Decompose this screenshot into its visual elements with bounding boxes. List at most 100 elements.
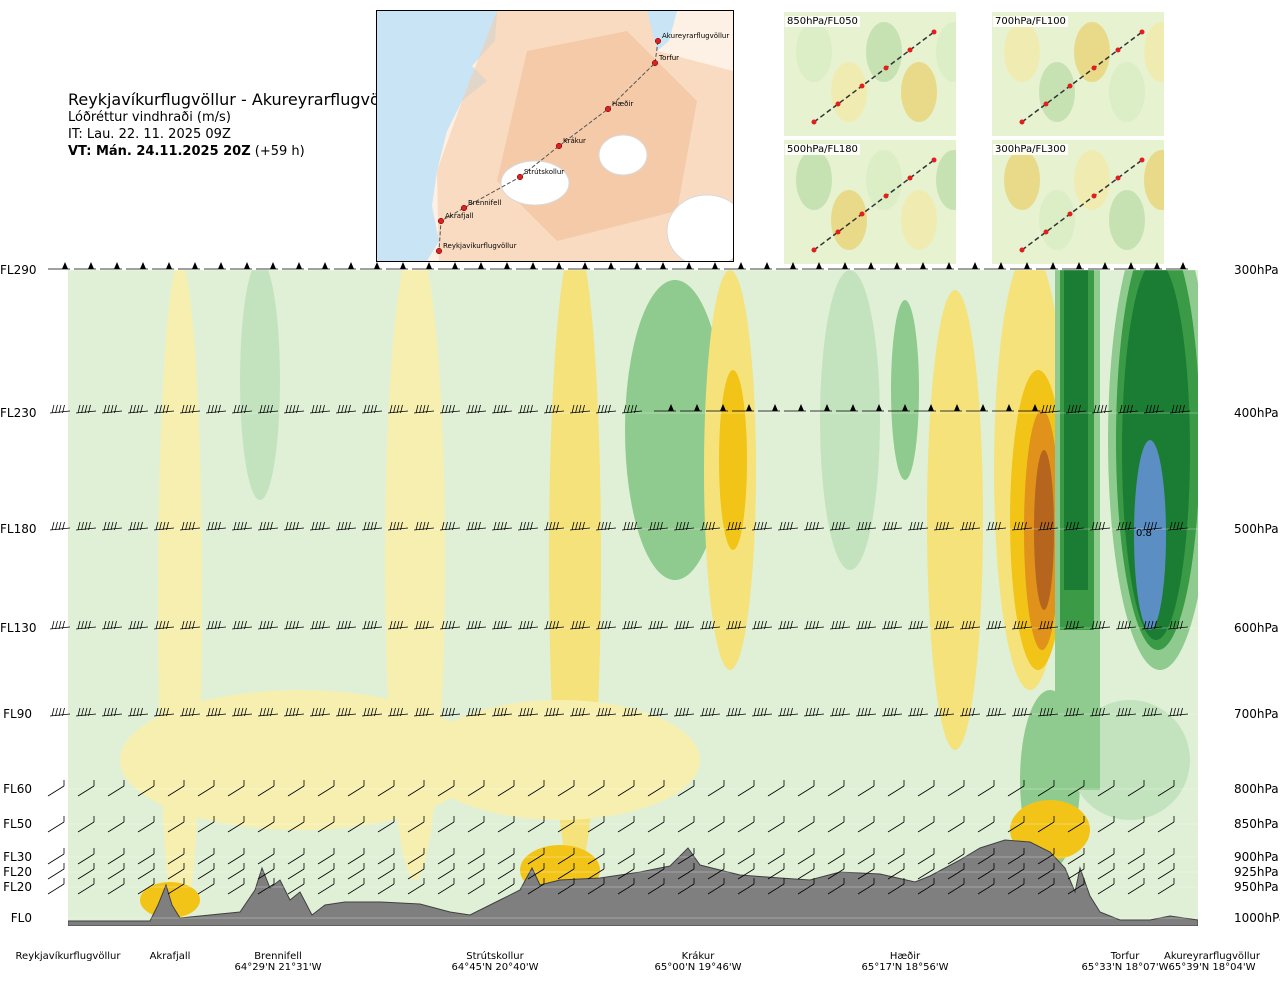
wind-barb bbox=[1067, 863, 1085, 880]
route-point-label: Akureyrarflugvöllur bbox=[662, 32, 729, 40]
x-point-coord: 65°39'N 18°04'W bbox=[1168, 962, 1256, 973]
wind-barb bbox=[751, 707, 773, 717]
route-point bbox=[460, 204, 468, 212]
wind-barb bbox=[621, 404, 643, 414]
wind-barb bbox=[1127, 780, 1145, 797]
wind-barb bbox=[557, 780, 575, 797]
wind-barb bbox=[407, 863, 425, 880]
wind-barb bbox=[437, 816, 455, 833]
wind-barb bbox=[527, 863, 545, 880]
wind-barb bbox=[204, 262, 226, 270]
wind-barb bbox=[737, 863, 755, 880]
wind-barb bbox=[517, 620, 539, 630]
wind-barb bbox=[803, 521, 825, 531]
wind-barb bbox=[855, 620, 877, 630]
wind-barb bbox=[517, 521, 539, 531]
wind-barb bbox=[647, 707, 669, 717]
wind-barb bbox=[227, 863, 245, 880]
wind-barb bbox=[101, 620, 123, 630]
wind-barb bbox=[777, 521, 799, 531]
minimap-field bbox=[831, 190, 867, 250]
wind-barb bbox=[1018, 404, 1040, 412]
wind-barb bbox=[1037, 816, 1055, 833]
minimap-route bbox=[813, 31, 935, 123]
wind-barb bbox=[699, 707, 721, 717]
wind-barb bbox=[620, 262, 642, 270]
minimap-field bbox=[866, 150, 902, 210]
wind-barb bbox=[439, 707, 461, 717]
wind-barb bbox=[282, 262, 304, 270]
route-layer: Akureyrarflugvöllur Torfur Hæðir Krákur Strú… bbox=[435, 32, 729, 255]
wind-barb bbox=[1097, 816, 1115, 833]
wind-barb bbox=[412, 262, 434, 270]
route-point-label: Brennifell bbox=[468, 199, 501, 207]
wind-barb bbox=[587, 863, 605, 880]
wind-barb bbox=[1062, 262, 1084, 270]
wind-barb bbox=[377, 816, 395, 833]
wind-barb bbox=[802, 262, 824, 270]
init-time: IT: Lau. 22. 11. 2025 09Z bbox=[68, 127, 231, 142]
wind-barb bbox=[977, 863, 995, 880]
wind-barb bbox=[855, 707, 877, 717]
y-right-tick: 1000hPa bbox=[1234, 911, 1280, 925]
wind-barb bbox=[699, 620, 721, 630]
wind-barb bbox=[907, 707, 929, 717]
wind-barb bbox=[205, 620, 227, 630]
minimap-field bbox=[866, 22, 902, 82]
wind-barb bbox=[517, 404, 539, 414]
wind-barb bbox=[707, 878, 725, 895]
sea-shape bbox=[377, 11, 497, 261]
wind-barb bbox=[1063, 620, 1085, 630]
vertical-velocity-field bbox=[120, 270, 1198, 926]
contour-region bbox=[120, 690, 480, 830]
wind-barb bbox=[887, 878, 905, 895]
wind-barb bbox=[1141, 707, 1163, 717]
wind-barb bbox=[335, 707, 357, 717]
minimap-field bbox=[796, 150, 832, 210]
wind-barb bbox=[437, 878, 455, 895]
wind-barb bbox=[1067, 780, 1085, 797]
wind-barb bbox=[527, 848, 545, 865]
wind-barb bbox=[542, 262, 564, 270]
wind-barb bbox=[707, 780, 725, 797]
wind-barb bbox=[569, 521, 591, 531]
wind-barb bbox=[309, 620, 331, 630]
wind-barb bbox=[587, 878, 605, 895]
route-map-svg: Akureyrarflugvöllur Torfur Hæðir Krákur Strú… bbox=[377, 11, 733, 261]
minimap-route-point bbox=[1115, 47, 1121, 53]
wind-barb bbox=[75, 404, 97, 414]
wind-barb bbox=[906, 262, 928, 270]
wind-barb bbox=[227, 816, 245, 833]
level-map-850-svg bbox=[796, 22, 956, 125]
wind-barb bbox=[1115, 521, 1137, 531]
wind-barb bbox=[767, 848, 785, 865]
wind-barb bbox=[465, 521, 487, 531]
wind-barb bbox=[75, 620, 97, 630]
wind-barb bbox=[725, 521, 747, 531]
wind-barb bbox=[137, 863, 155, 880]
route-point bbox=[437, 217, 445, 225]
wind-barb bbox=[107, 848, 125, 865]
wind-barb bbox=[1141, 521, 1163, 531]
wind-barb bbox=[197, 816, 215, 833]
wind-barb bbox=[257, 404, 279, 414]
wind-barb bbox=[527, 878, 545, 895]
wind-barb bbox=[413, 620, 435, 630]
wind-barb bbox=[857, 848, 875, 865]
minimap-route-point bbox=[1139, 29, 1145, 35]
wind-barb bbox=[698, 262, 720, 270]
wind-barb bbox=[257, 848, 275, 865]
route-point-label: Akrafjall bbox=[445, 212, 474, 220]
wind-barb bbox=[887, 848, 905, 865]
wind-barb bbox=[347, 816, 365, 833]
wind-barb bbox=[179, 521, 201, 531]
wind-barb bbox=[1088, 262, 1110, 270]
wind-barb bbox=[917, 878, 935, 895]
wind-barb bbox=[377, 878, 395, 895]
wind-barb bbox=[569, 404, 591, 414]
minimap-route-point bbox=[883, 65, 889, 71]
wind-barb bbox=[647, 878, 665, 895]
wind-barb bbox=[107, 780, 125, 797]
route-map: Akureyrarflugvöllur Torfur Hæðir Krákur Strú… bbox=[376, 10, 734, 262]
wind-barb bbox=[587, 816, 605, 833]
